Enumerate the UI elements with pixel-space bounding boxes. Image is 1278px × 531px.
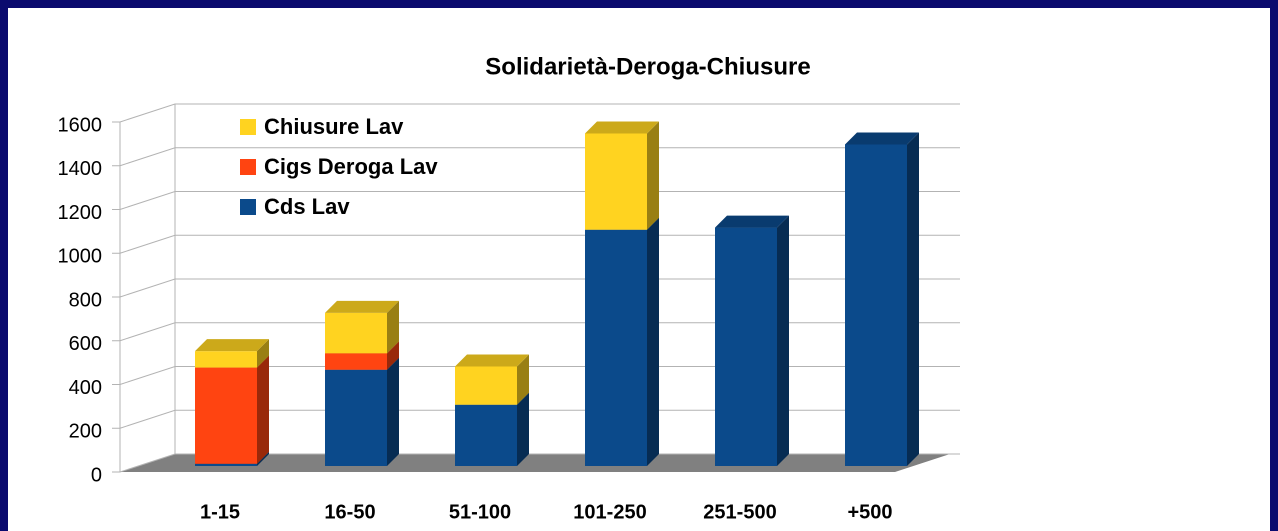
bar [455, 404, 517, 466]
bar-side [647, 217, 659, 466]
y-tick-label: 1400 [58, 158, 103, 180]
y-tick-label: 800 [69, 289, 102, 311]
y-tick-label: 200 [69, 421, 102, 443]
y-tick-label: 600 [69, 333, 102, 355]
x-tick-label: 1-15 [200, 501, 240, 523]
grid-line [119, 322, 960, 342]
legend-label: Cigs Deroga Lav [264, 154, 438, 179]
bar-side [257, 339, 269, 368]
x-tick-label: +500 [847, 501, 892, 523]
bar-top [845, 132, 919, 145]
y-tick-label: 400 [69, 377, 102, 399]
bar-side [387, 357, 399, 466]
grid-line [119, 103, 960, 123]
bar [325, 369, 387, 466]
bar [325, 312, 387, 354]
grid-line [119, 147, 960, 167]
legend-swatch [240, 119, 256, 135]
bar [195, 367, 257, 464]
legend-swatch [240, 199, 256, 215]
bar-top [455, 354, 529, 367]
bar-top [585, 121, 659, 134]
chart-title: Solidarietà-Deroga-Chiusure [485, 53, 810, 80]
bar-side [647, 121, 659, 230]
bar-side [257, 355, 269, 464]
bar-side [777, 215, 789, 466]
y-tick-label: 1200 [58, 202, 103, 224]
bar [325, 353, 387, 370]
bar [455, 366, 517, 405]
grid-line [119, 234, 960, 254]
legend-label: Cds Lav [264, 194, 350, 219]
bar [585, 133, 647, 230]
bar [715, 227, 777, 466]
bar [845, 144, 907, 466]
bar [195, 351, 257, 368]
y-tick-label: 1000 [58, 246, 103, 268]
x-tick-label: 51-100 [449, 501, 511, 523]
bar-top [325, 300, 399, 313]
bar-top [715, 215, 789, 228]
y-tick-label: 1600 [58, 114, 103, 136]
grid-line [119, 278, 960, 298]
bar-top [195, 339, 269, 352]
bar-side [517, 354, 529, 405]
x-tick-label: 101-250 [573, 501, 646, 523]
x-tick-label: 16-50 [324, 501, 375, 523]
bar [195, 463, 257, 466]
legend-label: Chiusure Lav [264, 114, 404, 139]
grid-line [119, 366, 960, 385]
bar-side [387, 341, 399, 370]
grid-line [119, 191, 960, 210]
x-tick-label: 251-500 [703, 501, 776, 523]
bar-side [517, 392, 529, 466]
grid-line [119, 409, 960, 429]
bar-side [387, 300, 399, 354]
bar [585, 229, 647, 466]
grid-line [119, 453, 960, 473]
bar-side [257, 451, 269, 466]
bar-side [907, 132, 919, 466]
y-tick-label: 0 [91, 464, 102, 486]
legend-swatch [240, 159, 256, 175]
